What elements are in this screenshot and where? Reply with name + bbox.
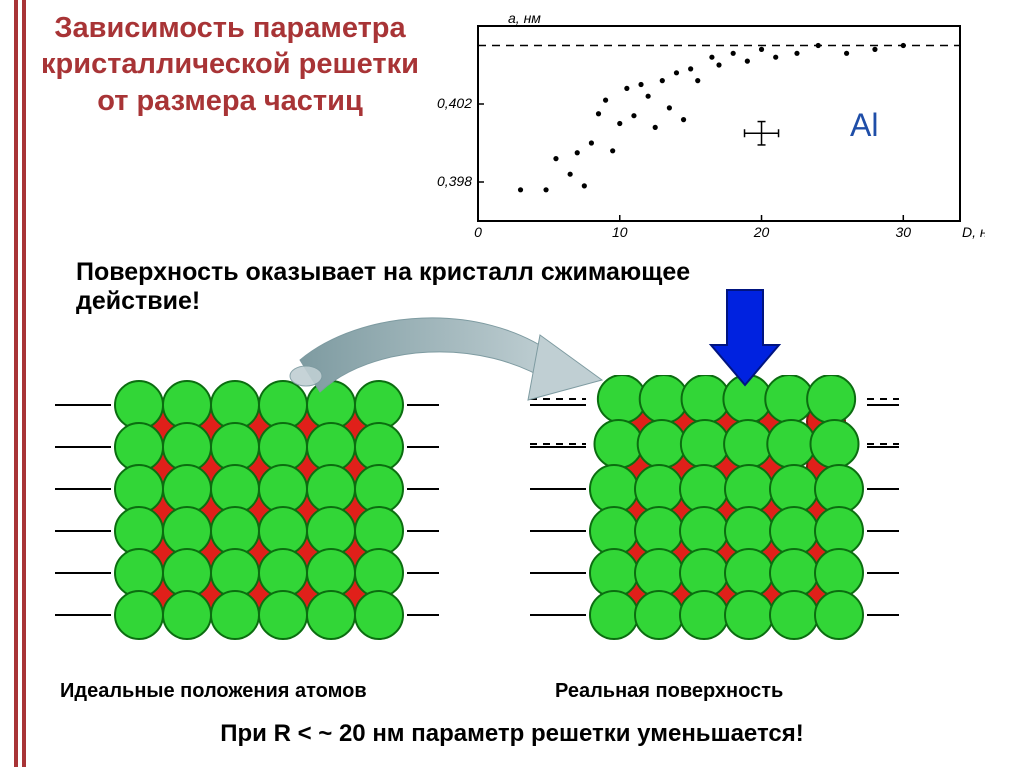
real-surface-text: Реальная поверхность	[555, 680, 783, 702]
ideal-positions-label: Идеальные положения атомов	[60, 680, 367, 703]
bottom-text: При R < ~ 20 нм параметр решетки уменьша…	[220, 720, 803, 747]
svg-text:0: 0	[474, 224, 482, 240]
svg-text:a, нм: a, нм	[508, 10, 541, 26]
subtitle: Поверхность оказывает на кристалл сжимаю…	[76, 258, 956, 316]
lattice-svg	[45, 375, 985, 675]
svg-text:10: 10	[612, 224, 628, 240]
svg-text:20: 20	[753, 224, 770, 240]
ideal-positions-text: Идеальные положения атомов	[60, 680, 367, 702]
svg-text:0,402: 0,402	[437, 95, 472, 111]
accent-bar-1	[14, 0, 18, 767]
title-text: Зависимость параметра кристаллической ре…	[41, 12, 419, 117]
subtitle-line2: действие!	[76, 287, 956, 316]
accent-bar-2	[22, 0, 26, 767]
svg-text:Al: Al	[850, 107, 878, 143]
subtitle-line1: Поверхность оказывает на кристалл сжимаю…	[76, 258, 956, 287]
lattice-diagram	[45, 375, 985, 675]
chart-svg: 0 10 20 30 0,398 0,402 a, нм D, нм Al	[430, 6, 985, 242]
svg-text:0,398: 0,398	[437, 173, 472, 189]
svg-text:D, нм: D, нм	[962, 224, 985, 240]
scatter-chart: 0 10 20 30 0,398 0,402 a, нм D, нм Al	[430, 6, 985, 242]
svg-text:30: 30	[896, 224, 912, 240]
bottom-conclusion: При R < ~ 20 нм параметр решетки уменьша…	[0, 720, 1024, 748]
real-surface-label: Реальная поверхность	[555, 680, 783, 703]
slide-title: Зависимость параметра кристаллической ре…	[40, 10, 420, 119]
